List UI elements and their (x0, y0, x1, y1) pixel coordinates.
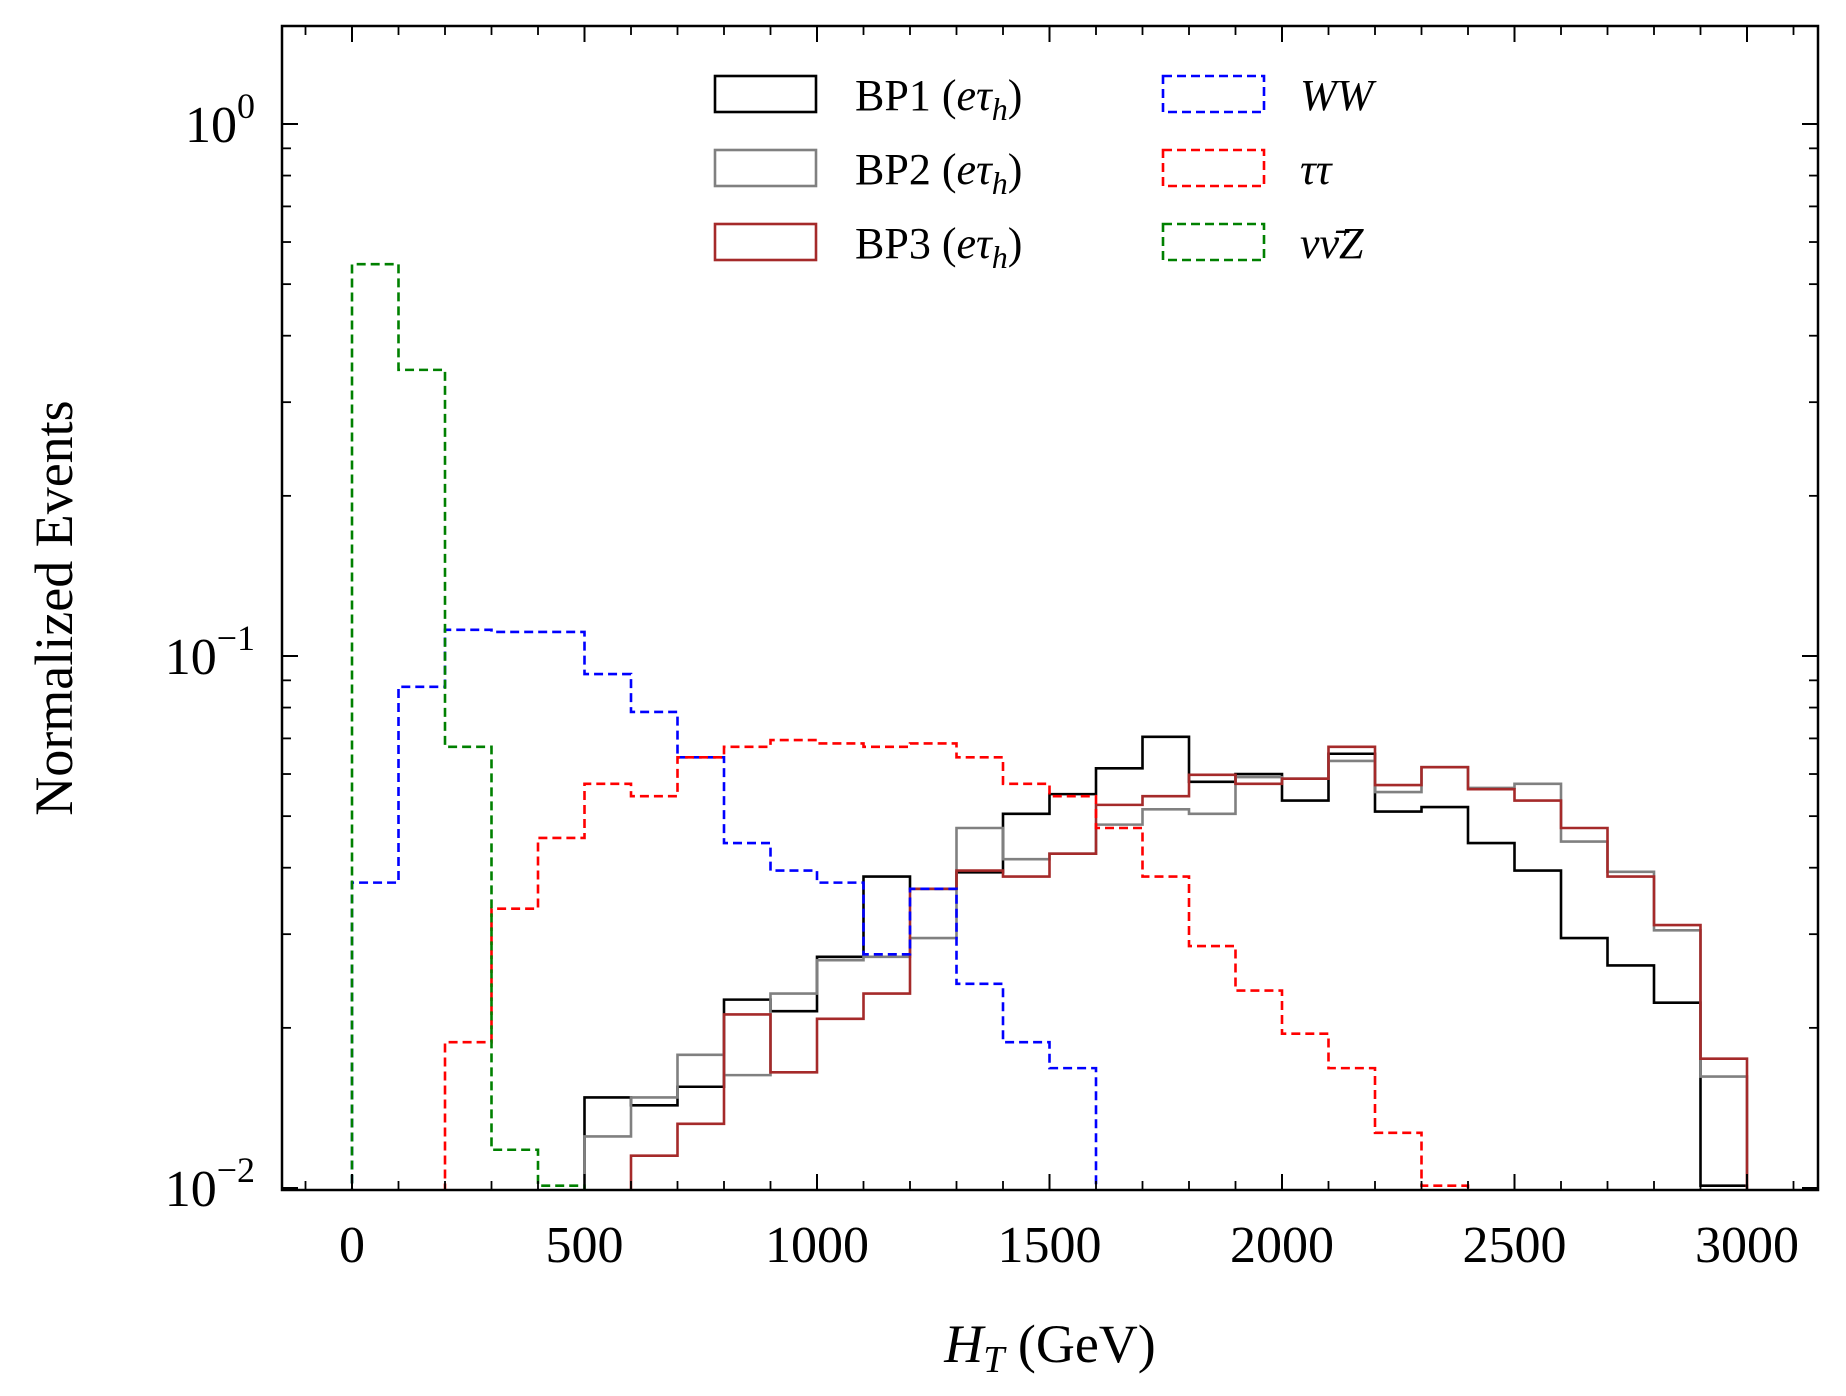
series-line-3 (350, 628, 1098, 1190)
legend-label-1: BP2 (eτh) (855, 145, 1022, 201)
series-line-5 (350, 262, 586, 1190)
series-line-4 (443, 738, 1470, 1190)
series-line-0 (583, 735, 1749, 1190)
legend: BP1 (eτh) BP2 (eτh) BP3 (eτh) WW ττ νν̄Z (713, 71, 1377, 275)
legend-label-4: ττ (1300, 145, 1334, 194)
legend-label-2: BP3 (eτh) (855, 219, 1022, 275)
plot-frame (280, 24, 1820, 1192)
x-tick-label: 2500 (1463, 1217, 1567, 1274)
ticks-layer (282, 26, 1818, 1190)
legend-handle-2 (713, 222, 818, 262)
x-tick-label: 0 (339, 1217, 365, 1274)
x-tick-label: 1000 (765, 1217, 869, 1274)
legend-handle-3 (1161, 74, 1266, 114)
x-tick-label: 500 (546, 1217, 624, 1274)
series-layer (350, 262, 1749, 1190)
x-tick-label: 2000 (1230, 1217, 1334, 1274)
x-axis-label: HT (GeV) (943, 1314, 1156, 1381)
legend-handle-4 (1161, 148, 1266, 188)
series-line-2 (629, 745, 1749, 1190)
legend-handle-5 (1161, 222, 1266, 262)
x-tick-label: 1500 (998, 1217, 1102, 1274)
y-tick-label: 10−1 (165, 618, 255, 686)
y-tick-label: 10−2 (165, 1150, 255, 1218)
y-axis-label: Normalized Events (24, 400, 84, 815)
legend-label-5: νν̄Z (1300, 219, 1364, 268)
x-tick-label: 3000 (1695, 1217, 1799, 1274)
legend-handle-1 (713, 148, 818, 188)
labels-layer: 0 500 1000 1500 2000 2500 3000 100 10−1 10−2 HT (G… (24, 86, 1799, 1381)
legend-label-0: BP1 (eτh) (855, 71, 1022, 127)
legend-handle-0 (713, 74, 818, 114)
legend-label-3: WW (1300, 71, 1377, 120)
y-tick-label: 100 (185, 86, 255, 154)
